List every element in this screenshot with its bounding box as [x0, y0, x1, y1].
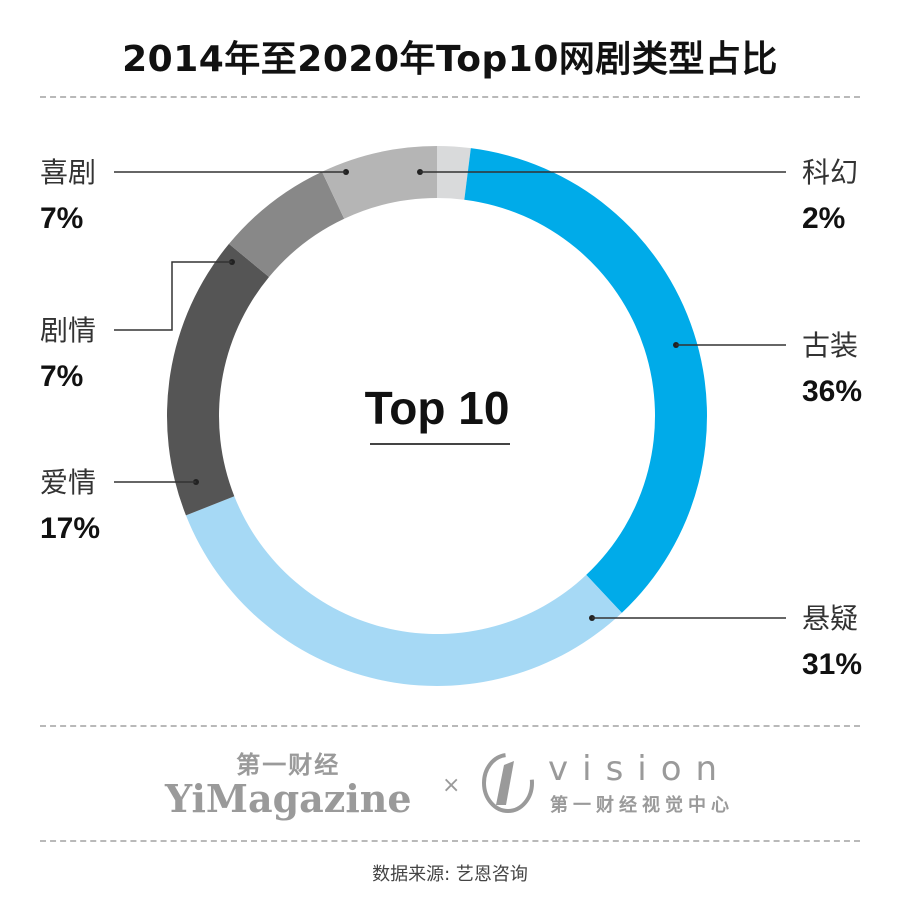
slice-1 — [464, 148, 707, 613]
yimagazine-logo: 第一财经 YiMagazine — [165, 745, 412, 821]
slice-value-2: 31% — [802, 648, 862, 681]
brand-cn: 第一财经 — [236, 751, 341, 779]
slice-4 — [228, 171, 345, 278]
slice-value-1: 36% — [802, 375, 862, 408]
data-source: 数据来源: 艺恩咨询 — [372, 864, 528, 885]
vision-cn: 第一财经视觉中心 — [550, 795, 734, 816]
vision-1-logo-icon — [482, 753, 534, 813]
cross-separator: × — [442, 773, 461, 798]
top-divider — [40, 96, 860, 98]
slice-0 — [437, 146, 471, 200]
vision-wordmark: vision — [548, 749, 732, 789]
slice-value-0: 2% — [802, 202, 845, 235]
slice-value-4: 7% — [40, 360, 83, 393]
bottom-divider — [40, 840, 860, 842]
leader-line-4 — [114, 261, 232, 331]
slice-2 — [185, 496, 622, 686]
chart-title: 2014年至2020年Top10网剧类型占比 — [122, 39, 778, 80]
slice-value-3: 17% — [40, 512, 100, 545]
slice-label-2: 悬疑 — [802, 602, 858, 635]
middle-divider — [40, 725, 860, 727]
slice-label-5: 喜剧 — [40, 156, 96, 189]
slice-label-1: 古装 — [802, 329, 858, 362]
slice-value-5: 7% — [40, 202, 83, 235]
footer-branding: 第一财经 YiMagazine × vision 第一财经视觉中心 — [0, 745, 900, 825]
slice-label-4: 剧情 — [40, 314, 96, 347]
slice-5 — [322, 146, 437, 219]
slice-3 — [167, 243, 270, 516]
brand-en: YiMagazine — [165, 776, 412, 821]
slice-label-3: 爱情 — [40, 466, 96, 499]
center-label: Top 10 — [365, 382, 510, 434]
donut-chart: 科幻 2% 古装 36% 悬疑 31% 爱情 17% 剧情 7% 喜剧 7% Top 10 — [40, 146, 862, 686]
slice-label-0: 科幻 — [802, 156, 858, 189]
